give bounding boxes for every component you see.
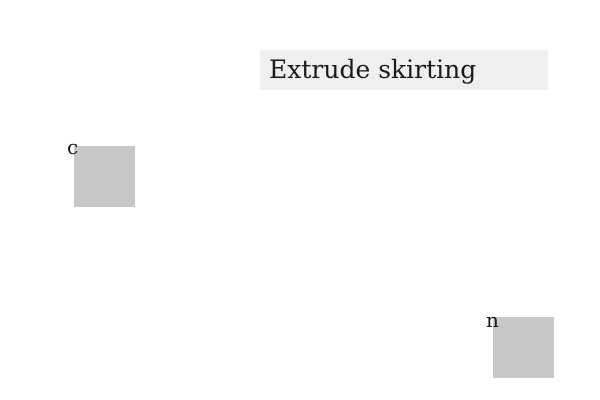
tile-n-label: n xyxy=(486,308,499,332)
tile-c-label: c xyxy=(67,135,79,159)
instruction-title: Extrude skirting xyxy=(260,50,548,90)
tile-c-button[interactable] xyxy=(74,146,135,207)
tile-n-button[interactable] xyxy=(493,317,554,378)
